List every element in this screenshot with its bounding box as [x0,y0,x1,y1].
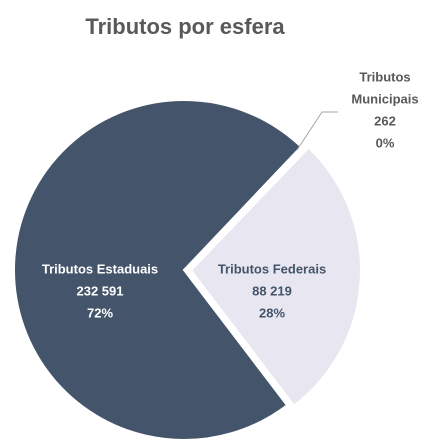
leader-line [296,111,323,151]
slice-value: 88 219 [252,283,292,298]
chart-title: Tributos por esfera [85,14,285,39]
slice-value: 232 591 [77,283,124,298]
slice-label: Tributos Estaduais [42,261,158,276]
pie-slice [13,99,303,441]
pie-slice [189,146,362,408]
slice-label: Tributos [359,69,410,84]
slice-label: Tributos Federais [218,261,326,276]
slice-label: Municipais [351,91,418,106]
slice-percent: 28% [259,305,285,320]
slice-value: 262 [374,113,396,128]
slice-percent: 0% [376,135,395,150]
slice-percent: 72% [87,305,113,320]
